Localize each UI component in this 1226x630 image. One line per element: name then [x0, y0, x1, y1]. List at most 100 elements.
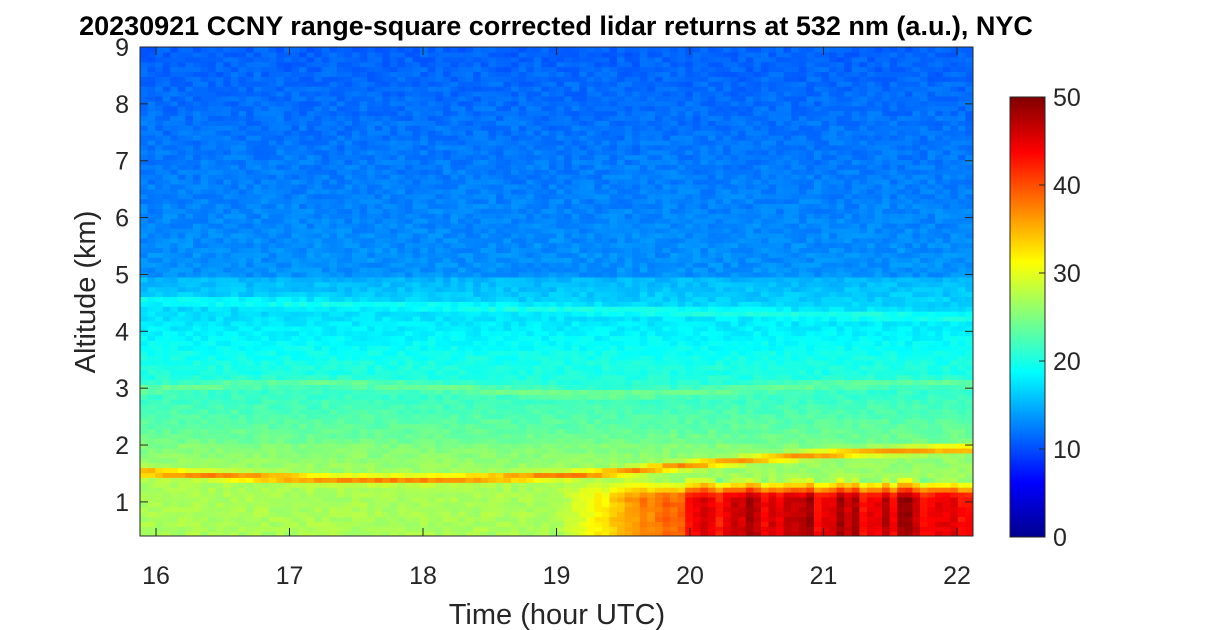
heatmap-cell — [147, 286, 156, 293]
heatmap-cell — [344, 394, 353, 400]
heatmap-cell — [140, 164, 149, 170]
heatmap-cell — [458, 306, 467, 312]
heatmap-cell — [442, 267, 452, 273]
heatmap-cell — [329, 242, 338, 249]
heatmap-cell — [147, 301, 156, 307]
heatmap-cell — [140, 359, 149, 366]
heatmap-cell — [208, 296, 217, 302]
heatmap-cell — [495, 330, 505, 337]
heatmap-cell — [193, 531, 202, 536]
heatmap-cell — [465, 389, 474, 395]
heatmap-cell — [374, 399, 383, 405]
heatmap-cell — [435, 389, 444, 395]
heatmap-cell — [495, 521, 505, 527]
heatmap-cell — [420, 340, 429, 346]
heatmap-cell — [495, 418, 505, 425]
heatmap-cell — [367, 496, 376, 503]
heatmap-cell — [306, 521, 315, 527]
heatmap-cell — [155, 496, 164, 503]
heatmap-cell — [495, 223, 505, 229]
heatmap-cell — [291, 311, 300, 317]
heatmap-cell — [283, 174, 293, 180]
heatmap-cell — [283, 208, 293, 214]
heatmap-cell — [314, 457, 323, 464]
heatmap-cell — [276, 51, 285, 58]
heatmap-cell — [223, 188, 232, 195]
heatmap-cell — [306, 262, 315, 268]
heatmap-cell — [253, 330, 262, 337]
heatmap-cell — [427, 301, 436, 307]
heatmap-cell — [299, 462, 308, 469]
heatmap-cell — [442, 71, 452, 77]
heatmap-cell — [382, 159, 391, 165]
heatmap-cell — [465, 335, 474, 341]
heatmap-cell — [299, 355, 308, 361]
heatmap-cell — [450, 467, 459, 474]
heatmap-cell — [230, 516, 240, 522]
heatmap-cell — [268, 47, 277, 53]
heatmap-cell — [511, 511, 520, 518]
heatmap-cell — [193, 56, 202, 63]
heatmap-cell — [412, 198, 421, 205]
heatmap-cell — [480, 130, 489, 136]
heatmap-cell — [306, 315, 315, 322]
heatmap-cell — [185, 301, 194, 307]
heatmap-cell — [306, 115, 315, 121]
heatmap-cell — [253, 232, 262, 239]
heatmap-cell — [344, 276, 353, 283]
heatmap-cell — [511, 227, 520, 234]
heatmap-cell — [246, 188, 255, 195]
heatmap-cell — [155, 164, 164, 170]
heatmap-cell — [208, 330, 217, 337]
heatmap-cell — [314, 135, 323, 141]
heatmap-cell — [397, 193, 406, 200]
heatmap-cell — [427, 86, 436, 92]
heatmap-cell — [215, 389, 224, 395]
heatmap-cell — [511, 193, 520, 200]
heatmap-cell — [193, 364, 202, 371]
heatmap-cell — [465, 71, 474, 77]
heatmap-cell — [367, 408, 376, 415]
heatmap-cell — [299, 315, 308, 322]
heatmap-cell — [465, 169, 474, 175]
heatmap-cell — [511, 100, 520, 107]
heatmap-cell — [306, 281, 315, 288]
heatmap-cell — [359, 389, 368, 395]
heatmap-cell — [162, 506, 171, 513]
heatmap-cell — [329, 252, 338, 258]
heatmap-cell — [442, 320, 452, 327]
heatmap-cell — [193, 276, 202, 283]
heatmap-cell — [299, 252, 308, 258]
heatmap-cell — [329, 86, 338, 92]
heatmap-cell — [329, 227, 338, 234]
heatmap-cell — [329, 511, 338, 518]
heatmap-cell — [314, 306, 323, 312]
heatmap-cell — [283, 213, 293, 219]
heatmap-cell — [253, 81, 262, 87]
heatmap-cell — [397, 374, 406, 381]
heatmap-cell — [465, 462, 474, 469]
heatmap-cell — [367, 198, 376, 205]
heatmap-cell — [140, 149, 149, 156]
heatmap-cell — [389, 149, 399, 156]
heatmap-cell — [306, 355, 315, 361]
heatmap-cell — [397, 267, 406, 273]
heatmap-cell — [435, 496, 444, 503]
heatmap-cell — [162, 330, 171, 337]
heatmap-cell — [405, 506, 414, 513]
heatmap-cell — [435, 408, 444, 415]
heatmap-cell — [511, 408, 520, 415]
heatmap-cell — [359, 188, 368, 195]
heatmap-cell — [374, 56, 383, 63]
heatmap-cell — [230, 291, 240, 297]
heatmap-cell — [185, 462, 194, 469]
heatmap-cell — [389, 501, 399, 508]
heatmap-cell — [215, 472, 224, 478]
heatmap-cell — [450, 521, 459, 527]
heatmap-cell — [253, 247, 262, 253]
heatmap-cell — [442, 115, 452, 121]
heatmap-cell — [420, 428, 429, 434]
heatmap-cell — [208, 95, 217, 102]
heatmap-cell — [230, 227, 240, 234]
heatmap-cell — [162, 218, 171, 224]
